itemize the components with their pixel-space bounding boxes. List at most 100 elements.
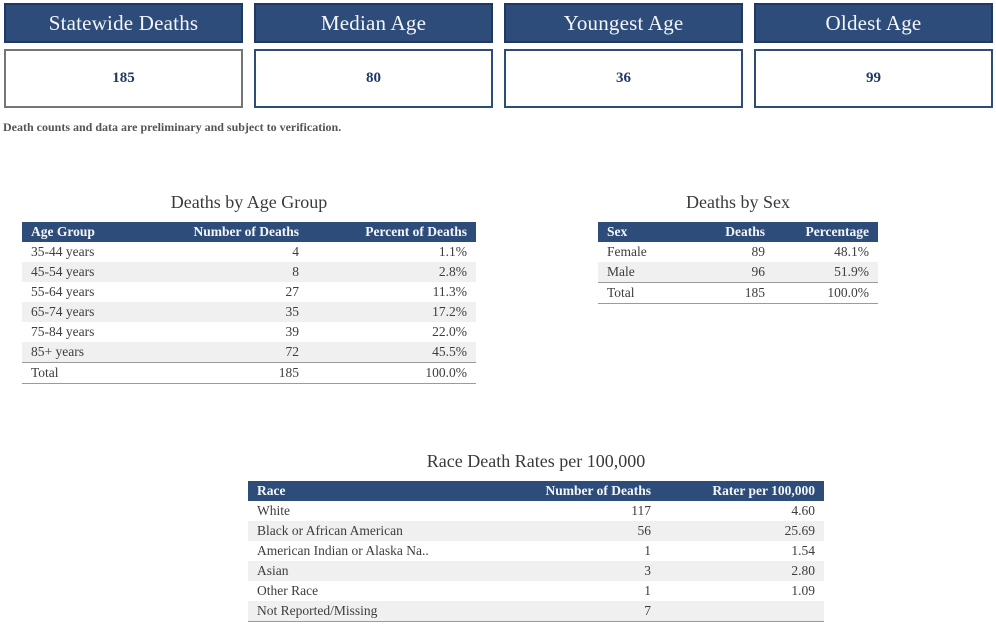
table-cell: 11.3% [432, 284, 467, 299]
column-header: Number of Deaths [182, 222, 308, 242]
table-cell: 55-64 years [31, 284, 95, 299]
table-cell: Female [607, 244, 647, 259]
kpi-card-statewide-deaths: Statewide Deaths 185 [4, 3, 243, 108]
table-cell: 1.09 [791, 583, 815, 598]
table-row[interactable]: Black or African American 56 25.69 [248, 521, 824, 541]
age-group-table: Age Group Number of Deaths Percent of De… [22, 222, 476, 384]
column-header: Rater per 100,000 [660, 481, 824, 501]
kpi-cards: Statewide Deaths 185 Median Age 80 Young… [4, 3, 993, 108]
table-cell: 75-84 years [31, 324, 95, 339]
kpi-card-label: Median Age [320, 10, 427, 35]
table-cell: 1.1% [438, 244, 467, 259]
table-row[interactable]: Female 89 48.1% [598, 242, 878, 262]
table-cell: 35 [285, 304, 300, 319]
table-cell: 1 [644, 543, 651, 558]
table-cell: 56 [637, 523, 652, 538]
table-cell: 1.54 [791, 543, 815, 558]
kpi-card-value: 185 [112, 70, 135, 86]
kpi-card-header: Youngest Age [504, 3, 743, 43]
table-row[interactable]: Total 185 100.0% [598, 282, 878, 304]
table-cell: 7 [644, 603, 651, 618]
sex-table: Sex Deaths Percentage Female 89 48.1% Male 9… [598, 222, 878, 304]
table-row[interactable]: Other Race 1 1.09 [248, 581, 824, 601]
kpi-card-youngest-age: Youngest Age 36 [504, 3, 743, 108]
table-cell: 96 [751, 264, 766, 279]
kpi-card-value-box[interactable]: 80 [254, 49, 493, 108]
table-cell: 35-44 years [31, 244, 95, 259]
table-cell: Black or African American [257, 523, 403, 538]
column-header: Age Group [22, 222, 182, 242]
kpi-card-value-box[interactable]: 99 [754, 49, 993, 108]
table-row[interactable]: 35-44 years 4 1.1% [22, 242, 476, 262]
table-row[interactable]: 75-84 years 39 22.0% [22, 322, 476, 342]
table-cell: 4 [292, 244, 299, 259]
kpi-card-oldest-age: Oldest Age 99 [754, 3, 993, 108]
kpi-card-label: Statewide Deaths [48, 10, 199, 35]
table-row[interactable]: Total 185 100.0% [22, 362, 476, 384]
table-row[interactable]: Not Reported/Missing 7 [248, 601, 824, 622]
table-cell: 117 [631, 503, 651, 518]
table-header-row: Age Group Number of Deaths Percent of De… [22, 222, 476, 242]
kpi-card-header: Median Age [254, 3, 493, 43]
column-header: Deaths [698, 222, 774, 242]
table-cell: 22.0% [432, 324, 467, 339]
table-row[interactable]: Asian 3 2.80 [248, 561, 824, 581]
column-header: Percentage [774, 222, 878, 242]
kpi-card-value: 36 [616, 70, 631, 86]
column-header: Percent of Deaths [308, 222, 476, 242]
column-header: Sex [598, 222, 698, 242]
table-cell: Total [607, 285, 635, 300]
race-table-section: Race Death Rates per 100,000 Race Number… [248, 450, 824, 622]
table-header-row: Sex Deaths Percentage [598, 222, 878, 242]
kpi-card-header: Statewide Deaths [4, 3, 243, 43]
kpi-card-value-box[interactable]: 185 [4, 49, 243, 108]
table-cell: 39 [285, 324, 300, 339]
sex-table-section: Deaths by Sex Sex Deaths Percentage Fema… [598, 191, 878, 304]
table-cell: 8 [292, 264, 299, 279]
table-cell: 100.0% [827, 285, 869, 300]
table-cell: 3 [644, 563, 651, 578]
table-row[interactable]: 45-54 years 8 2.8% [22, 262, 476, 282]
kpi-card-header: Oldest Age [754, 3, 993, 43]
table-cell: 48.1% [834, 244, 869, 259]
table-cell: 100.0% [425, 365, 467, 380]
table-cell: 51.9% [834, 264, 869, 279]
table-cell: Total [31, 365, 59, 380]
table-cell: Asian [257, 563, 289, 578]
table-cell: American Indian or Alaska Na.. [257, 543, 429, 558]
table-cell: Male [607, 264, 635, 279]
table-cell: 185 [278, 365, 299, 380]
table-cell: 4.60 [791, 503, 815, 518]
table-row[interactable]: American Indian or Alaska Na.. 1 1.54 [248, 541, 824, 561]
table-header-row: Race Number of Deaths Rater per 100,000 [248, 481, 824, 501]
table-cell: 2.80 [791, 563, 815, 578]
column-header: Race [248, 481, 498, 501]
table-title: Deaths by Sex [686, 192, 790, 212]
table-row[interactable]: White 117 4.60 [248, 501, 824, 521]
table-cell: 25.69 [784, 523, 815, 538]
table-cell: 185 [744, 285, 765, 300]
age-group-table-section: Deaths by Age Group Age Group Number of … [22, 191, 476, 384]
kpi-card-value-box[interactable]: 36 [504, 49, 743, 108]
preliminary-data-note: Death counts and data are preliminary an… [3, 120, 342, 134]
kpi-card-value: 99 [866, 70, 881, 86]
kpi-card-value: 80 [366, 70, 381, 86]
table-row[interactable]: 55-64 years 27 11.3% [22, 282, 476, 302]
table-row[interactable]: 65-74 years 35 17.2% [22, 302, 476, 322]
table-cell: 45-54 years [31, 264, 95, 279]
table-row[interactable]: 85+ years 72 45.5% [22, 342, 476, 363]
table-cell: 65-74 years [31, 304, 95, 319]
table-cell: Other Race [257, 583, 319, 598]
table-title: Deaths by Age Group [170, 192, 328, 212]
table-cell [660, 601, 824, 622]
race-table: Race Number of Deaths Rater per 100,000 … [248, 481, 824, 622]
kpi-card-label: Oldest Age [825, 10, 922, 35]
table-row[interactable]: Male 96 51.9% [598, 262, 878, 283]
kpi-card-label: Youngest Age [563, 10, 684, 35]
table-cell: 17.2% [432, 304, 467, 319]
column-header: Number of Deaths [498, 481, 660, 501]
table-cell: 2.8% [438, 264, 467, 279]
table-cell: 1 [644, 583, 651, 598]
table-cell: 89 [751, 244, 766, 259]
table-cell: 27 [285, 284, 300, 299]
